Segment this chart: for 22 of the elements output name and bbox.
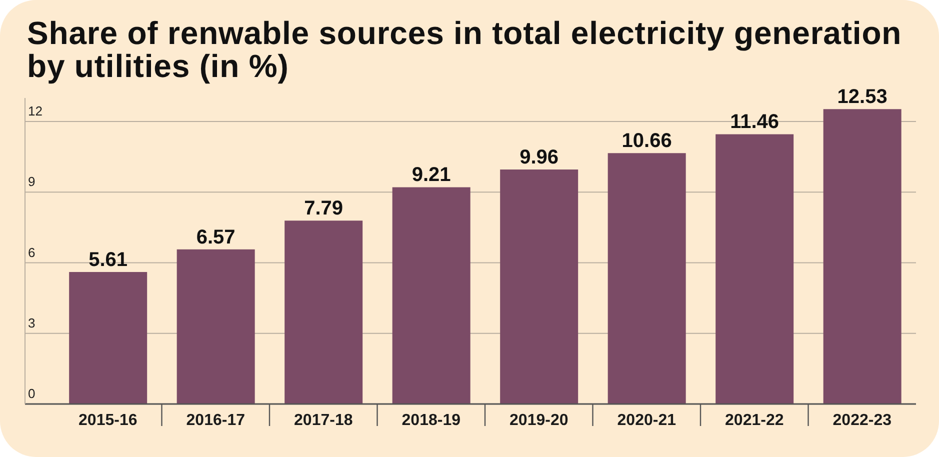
y-tick-label: 12 (28, 104, 42, 119)
x-tick-label: 2020-21 (617, 412, 676, 429)
chart-title: Share of renwable sources in total electricity generation by utilities (in %) (27, 15, 902, 84)
data-label: 10.66 (622, 130, 672, 152)
x-tick-label: 2018-19 (402, 412, 461, 429)
x-tick-label: 2019-20 (510, 412, 568, 429)
data-label: 12.53 (837, 86, 888, 108)
data-label: 9.96 (520, 146, 559, 169)
data-label: 7.79 (304, 198, 344, 220)
data-label: 9.21 (412, 164, 451, 186)
x-tick-label: 2016-17 (186, 412, 246, 429)
x-tick-label: 2021-22 (725, 412, 784, 429)
x-tick-label: 2022-23 (832, 412, 892, 429)
y-tick-label: 9 (28, 174, 36, 190)
y-tick-label: 0 (28, 386, 36, 401)
data-label: 11.46 (730, 111, 780, 134)
x-tick-label: 2015-16 (78, 412, 138, 429)
data-label: 6.57 (196, 226, 236, 248)
y-tick-label: 3 (28, 315, 36, 330)
x-tick-label: 2017-18 (294, 412, 353, 429)
data-label: 5.61 (88, 248, 128, 271)
y-tick-label: 6 (28, 244, 36, 260)
